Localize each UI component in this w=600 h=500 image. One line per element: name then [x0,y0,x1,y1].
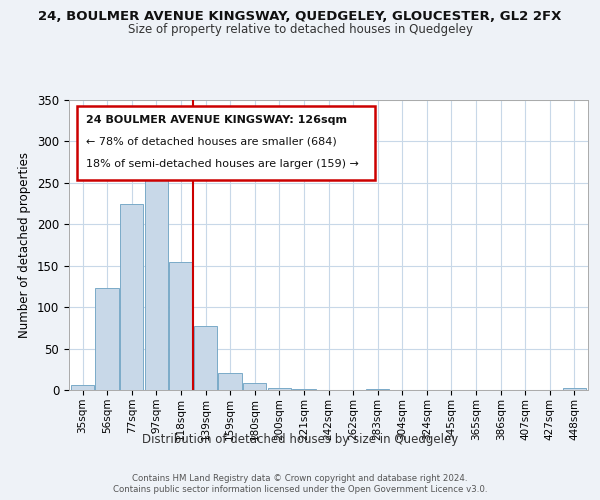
Bar [243,382,266,390]
Bar [71,385,94,390]
Text: Distribution of detached houses by size in Quedgeley: Distribution of detached houses by size … [142,432,458,446]
FancyBboxPatch shape [77,106,375,180]
Text: 24, BOULMER AVENUE KINGSWAY, QUEDGELEY, GLOUCESTER, GL2 2FX: 24, BOULMER AVENUE KINGSWAY, QUEDGELEY, … [38,10,562,23]
Text: Contains public sector information licensed under the Open Government Licence v3: Contains public sector information licen… [113,485,487,494]
Bar [169,262,193,390]
Y-axis label: Number of detached properties: Number of detached properties [19,152,31,338]
Bar [292,389,316,390]
Text: Contains HM Land Registry data © Crown copyright and database right 2024.: Contains HM Land Registry data © Crown c… [132,474,468,483]
Bar [563,388,586,390]
Text: 24 BOULMER AVENUE KINGSWAY: 126sqm: 24 BOULMER AVENUE KINGSWAY: 126sqm [86,114,347,124]
Bar [366,389,389,390]
Bar [268,388,291,390]
Bar [218,372,242,390]
Text: ← 78% of detached houses are smaller (684): ← 78% of detached houses are smaller (68… [86,137,337,147]
Bar [145,173,168,390]
Bar [120,204,143,390]
Text: Size of property relative to detached houses in Quedgeley: Size of property relative to detached ho… [128,22,473,36]
Text: 18% of semi-detached houses are larger (159) →: 18% of semi-detached houses are larger (… [86,159,359,169]
Bar [194,326,217,390]
Bar [95,288,119,390]
